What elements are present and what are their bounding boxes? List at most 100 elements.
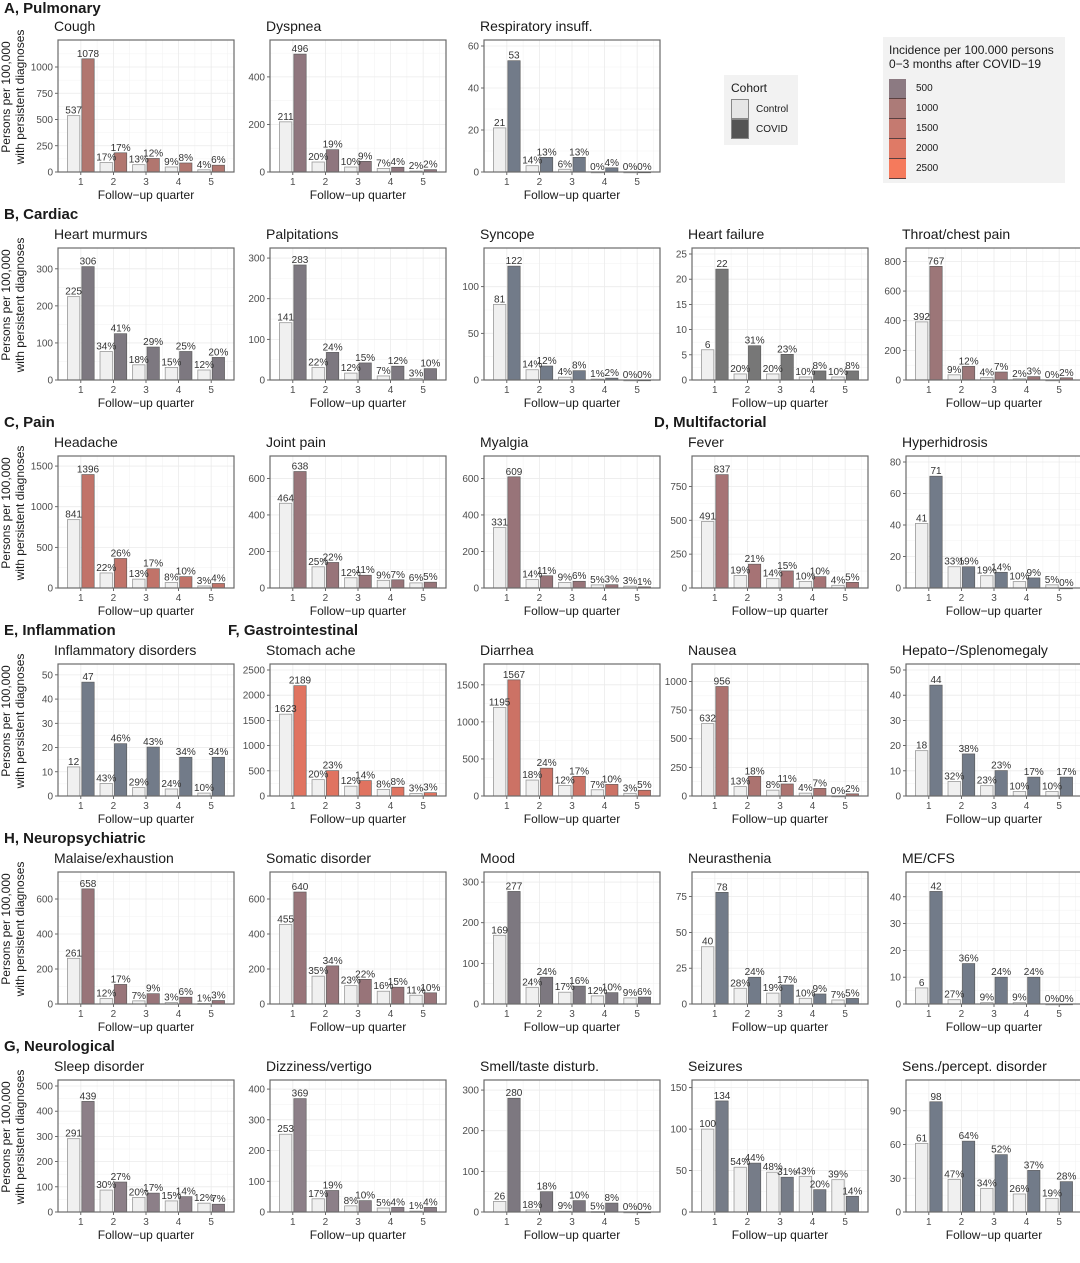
control-bar [590,995,604,1005]
y-tick-label: 20 [42,743,54,754]
covid-bar [293,685,307,797]
control-bar [493,304,507,381]
covid-bar [211,357,225,381]
covid-bar [1027,776,1041,797]
control-bar [311,1198,325,1213]
covid-data-label: 36% [959,954,979,965]
x-tick-label: 2 [111,593,117,604]
covid-bar [715,686,729,797]
y-tick-label: 0 [473,792,479,803]
y-tick-label: 200 [248,294,265,305]
chart-title: ME/CFS [902,850,955,866]
chart-title: Hepato−/Splenomegaly [902,642,1048,658]
control-data-label: 291 [65,1129,82,1140]
chart-title: Heart failure [688,226,765,242]
control-bar [493,127,507,173]
covid-data-label: 3% [1027,367,1042,378]
x-tick-label: 2 [323,593,329,604]
x-tick-label: 4 [602,1009,608,1020]
covid-bar [929,891,943,1005]
chart-title: Cough [54,18,96,34]
covid-bar [780,984,794,1005]
y-tick-label: 20 [890,741,902,752]
bar-chart: 0 500 1000 1500 841 1396 1 22% 26% 2 13%17% 3 8%10% 4… [31,455,235,618]
control-bar [344,985,358,1005]
x-tick-label: 1 [290,801,296,812]
control-bar [558,991,572,1005]
control-data-label: 11% [406,985,425,996]
control-bar [67,957,81,1005]
control-bar [915,987,929,1005]
control-bar [344,372,358,381]
covid-data-label: 23% [777,344,797,355]
y-tick-label: 200 [248,120,265,131]
incidence-legend-label: 2000 [916,143,939,154]
control-bar [67,1138,81,1213]
control-data-label: 3% [409,784,424,795]
x-tick-label: 5 [634,385,640,396]
plot-border [483,871,661,1005]
y-tick-label: 0 [259,1000,265,1011]
covid-bar [994,571,1008,589]
x-tick-label: 1 [926,1217,932,1228]
control-data-label: 253 [277,1124,294,1135]
control-data-label: 13% [129,155,149,166]
plot-border [483,455,661,589]
covid-bar [114,743,128,797]
y-tick-label: 250 [670,763,687,774]
chart-title: Mood [480,850,516,866]
incidence-legend: Incidence per 100.000 persons 0−3 months … [883,37,1065,183]
x-tick-label: 2 [323,177,329,188]
x-tick-label: 2 [959,801,965,812]
x-tick-label: 2 [745,385,751,396]
y-axis-label: Persons per 100,000 with persistent diagn… [0,445,27,581]
y-tick-label: 600 [462,474,479,485]
covid-bar [179,162,193,173]
covid-bar [748,563,762,589]
covid-data-label: 24% [537,758,557,769]
chart-panel-malaise-exhaustion: Malaise/exhaustion 0 200 400 600 261 658 1 12% 17… [28,850,238,1055]
covid-legend-label: COVID [756,124,788,135]
x-axis-label: Follow−up quarter [946,812,1042,826]
covid-bar [715,268,729,381]
control-data-label: 54% [730,1157,750,1168]
x-axis-label: Follow−up quarter [98,1020,194,1034]
control-data-label: 14% [522,360,542,371]
control-data-label: 10% [1042,781,1062,792]
x-tick-label: 3 [777,1217,783,1228]
control-bar [67,115,81,173]
covid-bar [211,164,225,173]
control-data-label: 20% [308,770,328,781]
control-data-label: 20% [730,364,750,375]
y-tick-label: 0 [681,1000,687,1011]
covid-data-label: 0% [637,370,652,381]
x-tick-label: 5 [1056,385,1062,396]
covid-data-label: 22% [323,552,343,563]
control-data-label: 10% [194,783,214,794]
covid-bar [326,770,340,797]
covid-data-label: 10% [176,567,196,578]
control-data-label: 14% [763,569,783,580]
covid-data-label: 31% [777,1167,797,1178]
y-tick-label: 2000 [243,691,266,702]
x-tick-label: 2 [959,1009,965,1020]
x-tick-label: 3 [355,1217,361,1228]
control-bar [279,923,293,1005]
y-tick-label: 0 [895,376,901,387]
covid-data-label: 34% [176,747,196,758]
covid-bar [146,1192,160,1213]
control-bar [493,527,507,589]
x-tick-label: 5 [1056,801,1062,812]
y-tick-label: 100 [462,959,479,970]
bar-chart: 0 500 1000 1500 2000 2500 1623 2189 1 20%23% 2 12%1… [243,663,447,826]
covid-bar [326,149,340,173]
covid-data-label: 8% [179,153,194,164]
x-axis-label: Follow−up quarter [310,1020,406,1034]
covid-bar [81,681,95,797]
y-tick-label: 100 [670,1125,687,1136]
covid-data-label: 38% [959,744,979,755]
chart-panel-me-cfs: ME/CFS 0 10 20 30 40 6 42 1 27% 36% 2 9% 24% 3 9% 24% 4 0%… [876,850,1080,1055]
covid-data-label: 0% [1059,578,1074,589]
chart-panel-hyperhidrosis: Hyperhidrosis 0 20 40 60 80 41 71 1 33% 19% 2 19% 14%… [876,434,1080,639]
x-axis-label: Follow−up quarter [524,396,620,410]
